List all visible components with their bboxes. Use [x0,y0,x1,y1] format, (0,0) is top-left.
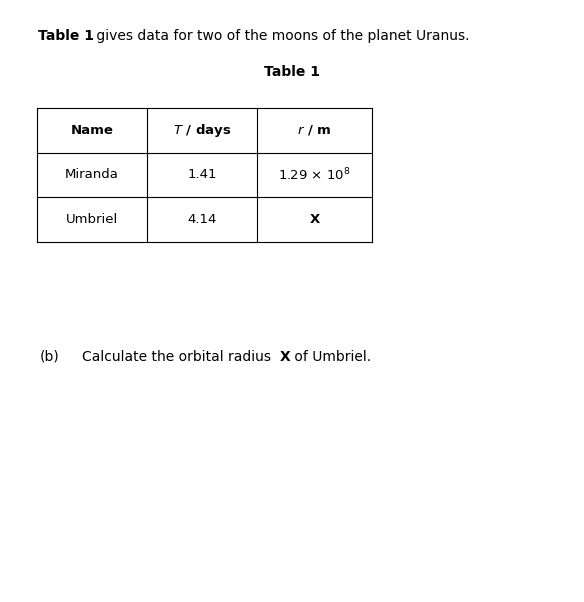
Text: (b): (b) [40,350,60,364]
Text: PhysicsAndMaths: PhysicsAndMaths [470,297,578,311]
Text: tional Fields: tional Fields [12,297,86,311]
Text: Umbriel: Umbriel [66,213,118,226]
Text: Table 1: Table 1 [38,29,94,43]
Text: 1.41: 1.41 [187,169,217,181]
Text: 1.29 $\times$ 10$^{8}$: 1.29 $\times$ 10$^{8}$ [279,167,350,183]
Text: X: X [280,350,291,364]
Text: of Umbriel.: of Umbriel. [290,350,371,364]
Text: Table 1: Table 1 [264,65,320,79]
Text: X: X [310,213,319,226]
Text: gives data for two of the moons of the planet Uranus.: gives data for two of the moons of the p… [92,29,470,43]
Text: $\mathit{T}$ / days: $\mathit{T}$ / days [173,122,231,139]
Text: 4.14: 4.14 [187,213,217,226]
Text: Miranda: Miranda [65,169,119,181]
Text: Name: Name [71,124,113,137]
Text: $\mathit{r}$ / m: $\mathit{r}$ / m [297,123,332,137]
Text: Calculate the orbital radius: Calculate the orbital radius [82,350,276,364]
